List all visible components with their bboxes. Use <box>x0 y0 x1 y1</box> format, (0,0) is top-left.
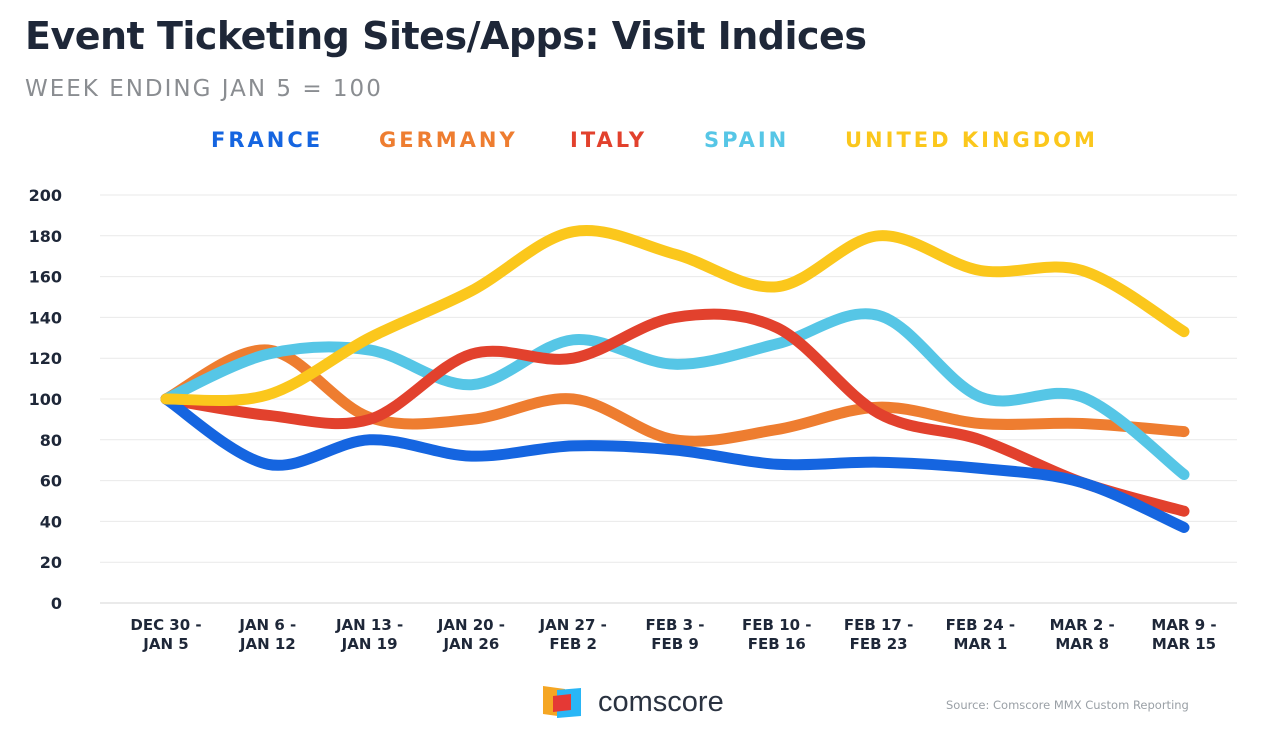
x-tick-label: FEB 17 -FEB 23 <box>844 616 913 653</box>
y-tick-label: 120 <box>29 349 62 368</box>
series-line-united-kingdom <box>160 225 1190 407</box>
x-tick-label: JAN 27 -FEB 2 <box>539 616 607 653</box>
x-tick-label: JAN 6 -JAN 12 <box>238 616 296 653</box>
x-tick-label: JAN 13 -JAN 19 <box>335 616 403 653</box>
y-tick-label: 80 <box>40 431 62 450</box>
brand-name: comscore <box>598 686 724 718</box>
legend-item-germany: GERMANY <box>379 128 518 152</box>
x-tick-label: JAN 20 -JAN 26 <box>437 616 505 653</box>
legend-item-spain: SPAIN <box>704 128 790 152</box>
y-tick-label: 20 <box>40 553 62 572</box>
legend-item-italy: ITALY <box>570 128 648 152</box>
y-tick-label: 160 <box>29 268 62 287</box>
comscore-logo-icon <box>543 686 581 718</box>
y-tick-label: 180 <box>29 227 62 246</box>
series-line-france <box>160 393 1190 533</box>
x-tick-label: DEC 30 -JAN 5 <box>130 616 201 653</box>
legend-item-united-kingdom: UNITED KINGDOM <box>845 128 1098 152</box>
x-tick-label: FEB 10 -FEB 16 <box>742 616 811 653</box>
x-tick-label: MAR 2 -MAR 8 <box>1050 616 1115 653</box>
series-line-italy <box>160 308 1190 517</box>
y-tick-label: 40 <box>40 512 62 531</box>
y-tick-label: 0 <box>51 594 62 613</box>
source-note: Source: Comscore MMX Custom Reporting <box>946 698 1189 712</box>
y-tick-label: 60 <box>40 472 62 491</box>
legend-item-france: FRANCE <box>211 128 324 152</box>
x-tick-label: FEB 3 -FEB 9 <box>645 616 704 653</box>
y-tick-label: 140 <box>29 308 62 327</box>
x-tick-label: FEB 24 -MAR 1 <box>946 616 1015 653</box>
y-tick-label: 100 <box>29 390 62 409</box>
series-line-germany <box>160 344 1190 447</box>
x-tick-label: MAR 9 -MAR 15 <box>1151 616 1216 653</box>
y-tick-label: 200 <box>29 186 62 205</box>
series-line-spain <box>160 308 1190 480</box>
chart-title: Event Ticketing Sites/Apps: Visit Indice… <box>25 14 867 58</box>
chart-subtitle: WEEK ENDING JAN 5 = 100 <box>25 76 383 102</box>
legend: FRANCE GERMANY ITALY SPAIN UNITED KINGDO… <box>0 128 1280 158</box>
